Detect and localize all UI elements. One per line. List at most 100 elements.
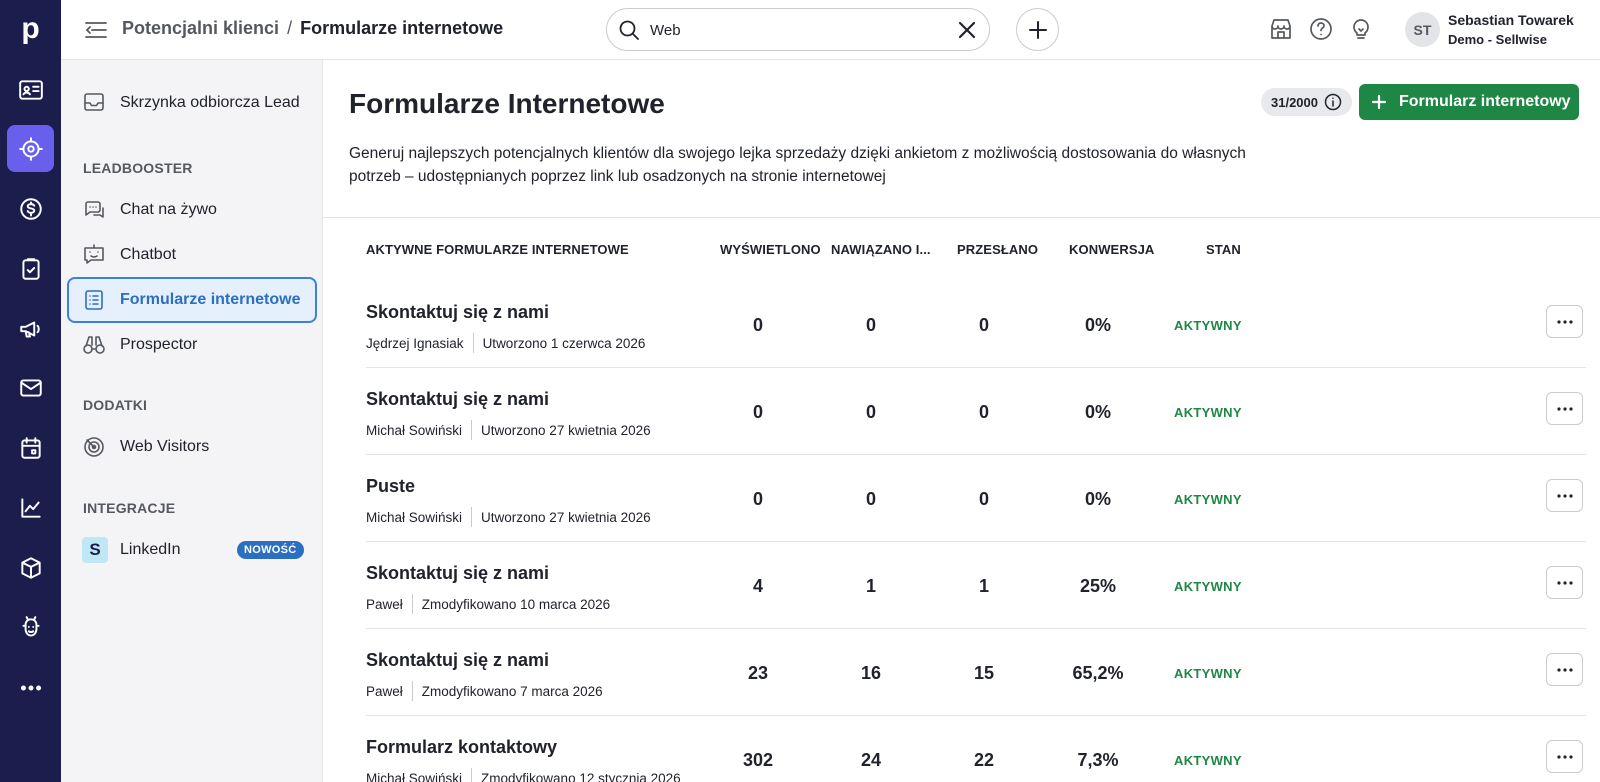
more-dots-icon bbox=[1556, 493, 1573, 498]
row-actions-button[interactable] bbox=[1546, 740, 1583, 773]
collapse-menu-icon[interactable] bbox=[83, 18, 109, 42]
sidebar-item-live-chat[interactable]: Chat na żywo bbox=[67, 187, 317, 233]
conversion-value: 7,3% bbox=[1077, 750, 1119, 770]
clear-search-icon[interactable] bbox=[955, 18, 979, 42]
form-date: Utworzono 27 kwietnia 2026 bbox=[481, 422, 651, 438]
status-badge: AKTYWNY bbox=[1174, 666, 1242, 681]
rail-activities-clipboard-icon[interactable] bbox=[7, 245, 54, 292]
form-meta: Jędrzej Ignasiak Utworzono 1 czerwca 202… bbox=[366, 333, 645, 353]
top-bar: Potencjalni klienci / Formularze interne… bbox=[61, 0, 1600, 60]
user-avatar[interactable]: ST bbox=[1405, 12, 1440, 47]
sidebar-item-leads-inbox[interactable]: Skrzynka odbiorcza Lead bbox=[67, 74, 317, 130]
table-row[interactable]: Skontaktuj się z nami Michał Sowiński Ut… bbox=[366, 368, 1586, 455]
form-title[interactable]: Skontaktuj się z nami bbox=[366, 650, 550, 670]
linkedin-integration-icon: S bbox=[82, 537, 108, 563]
sidebar-item-web-forms[interactable]: Formularze internetowe bbox=[67, 277, 317, 323]
table-row[interactable]: Formularz kontaktowy Michał Sowiński Zmo… bbox=[366, 716, 1586, 782]
rail-leads-target-icon[interactable] bbox=[7, 125, 54, 172]
binoculars-icon bbox=[82, 333, 106, 357]
column-header-status[interactable]: STAN bbox=[1206, 242, 1241, 257]
rail-more-icon[interactable] bbox=[7, 664, 54, 711]
form-date: Zmodyfikowano 10 marca 2026 bbox=[421, 596, 611, 612]
table-row[interactable]: Puste Michał Sowiński Utworzono 27 kwiet… bbox=[366, 455, 1586, 542]
form-title[interactable]: Formularz kontaktowy bbox=[366, 737, 558, 757]
add-web-form-button[interactable]: Formularz internetowy bbox=[1359, 84, 1579, 120]
conversion-value: 0% bbox=[1084, 489, 1111, 509]
form-title[interactable]: Puste bbox=[366, 476, 416, 496]
form-author: Michał Sowiński bbox=[366, 770, 463, 782]
sidebar-section-integrations: INTEGRACJE bbox=[83, 500, 176, 516]
row-actions-button[interactable] bbox=[1546, 305, 1583, 338]
engaged-value: 0 bbox=[865, 315, 876, 335]
form-date: Utworzono 27 kwietnia 2026 bbox=[481, 509, 651, 525]
new-badge: NOWOŚĆ bbox=[237, 541, 304, 559]
form-title[interactable]: Skontaktuj się z nami bbox=[366, 389, 550, 409]
table-row[interactable]: Skontaktuj się z nami Jędrzej Ignasiak U… bbox=[366, 281, 1586, 368]
column-header-submitted[interactable]: PRZESŁANO bbox=[957, 242, 1039, 257]
forms-quota-badge[interactable]: 31/2000 bbox=[1261, 88, 1352, 116]
form-list-icon bbox=[82, 288, 106, 312]
engaged-value: 0 bbox=[865, 489, 876, 509]
column-header-conversion[interactable]: KONWERSJA bbox=[1069, 242, 1155, 257]
sidebar-item-chatbot[interactable]: Chatbot bbox=[67, 232, 317, 278]
status-badge: AKTYWNY bbox=[1174, 579, 1242, 594]
row-actions-button[interactable] bbox=[1546, 479, 1583, 512]
page-description: Generuj najlepszych potencjalnych klient… bbox=[349, 145, 1246, 185]
rail-assistant-icon[interactable] bbox=[7, 604, 54, 651]
search-input[interactable] bbox=[650, 17, 940, 43]
form-title[interactable]: Skontaktuj się z nami bbox=[366, 302, 550, 322]
row-actions-button[interactable] bbox=[1546, 566, 1583, 599]
rail-calendar-icon[interactable] bbox=[7, 424, 54, 471]
help-question-icon[interactable] bbox=[1308, 16, 1334, 42]
leads-sidebar: Skrzynka odbiorcza Lead LEADBOOSTER Chat… bbox=[61, 60, 323, 782]
column-header-views[interactable]: WYŚWIETLONO bbox=[720, 242, 821, 257]
plus-icon bbox=[1028, 20, 1047, 39]
quick-add-button[interactable] bbox=[1016, 8, 1059, 51]
tips-lightbulb-icon[interactable] bbox=[1348, 16, 1374, 42]
engaged-value: 16 bbox=[860, 663, 882, 683]
column-header-engaged[interactable]: NAWIĄZANO I... bbox=[831, 242, 931, 257]
views-value: 302 bbox=[742, 750, 774, 770]
form-meta: Michał Sowiński Zmodyfikowano 12 styczni… bbox=[366, 768, 681, 782]
sidebar-item-linkedin[interactable]: S LinkedIn NOWOŚĆ bbox=[67, 527, 317, 573]
sidebar-item-web-visitors[interactable]: Web Visitors bbox=[67, 424, 317, 470]
form-meta: Paweł Zmodyfikowano 10 marca 2026 bbox=[366, 594, 610, 614]
breadcrumb-separator: / bbox=[287, 18, 293, 38]
form-author: Jędrzej Ignasiak bbox=[366, 335, 464, 351]
status-badge: AKTYWNY bbox=[1174, 492, 1242, 507]
form-author: Michał Sowiński bbox=[366, 509, 463, 525]
table-row[interactable]: Skontaktuj się z nami Paweł Zmodyfikowan… bbox=[366, 542, 1586, 629]
rail-products-box-icon[interactable] bbox=[7, 544, 54, 591]
sidebar-item-prospector[interactable]: Prospector bbox=[67, 322, 317, 368]
user-name: Sebastian Towarek bbox=[1448, 12, 1574, 28]
more-dots-icon bbox=[1556, 406, 1573, 411]
rail-insights-chart-icon[interactable] bbox=[7, 484, 54, 531]
table-row[interactable]: Skontaktuj się z nami Paweł Zmodyfikowan… bbox=[366, 629, 1586, 716]
search-icon bbox=[617, 18, 641, 42]
user-info[interactable]: Sebastian Towarek Demo - Sellwise bbox=[1448, 11, 1574, 49]
pipedrive-logo[interactable]: p bbox=[21, 12, 40, 45]
conversion-value: 0% bbox=[1084, 315, 1111, 335]
column-header-name[interactable]: AKTYWNE FORMULARZE INTERNETOWE bbox=[366, 242, 629, 257]
app-rail: p bbox=[0, 0, 61, 782]
breadcrumb-parent[interactable]: Potencjalni klienci bbox=[122, 18, 280, 38]
status-badge: AKTYWNY bbox=[1174, 405, 1242, 420]
row-actions-button[interactable] bbox=[1546, 392, 1583, 425]
page-title: Formularze Internetowe bbox=[349, 88, 665, 119]
sidebar-item-label: Chat na żywo bbox=[120, 201, 217, 218]
submitted-value: 0 bbox=[978, 402, 989, 422]
row-actions-button[interactable] bbox=[1546, 653, 1583, 686]
form-title[interactable]: Skontaktuj się z nami bbox=[366, 563, 550, 583]
rail-contacts-icon[interactable] bbox=[7, 66, 54, 113]
rail-campaigns-megaphone-icon[interactable] bbox=[7, 305, 54, 352]
submitted-value: 1 bbox=[978, 576, 989, 596]
engaged-value: 24 bbox=[860, 750, 882, 770]
views-value: 0 bbox=[752, 402, 763, 422]
more-dots-icon bbox=[1556, 667, 1573, 672]
info-icon bbox=[1324, 93, 1342, 111]
marketplace-store-icon[interactable] bbox=[1268, 16, 1294, 42]
rail-deals-dollar-icon[interactable] bbox=[7, 185, 54, 232]
meta-separator bbox=[411, 594, 413, 614]
status-badge: AKTYWNY bbox=[1174, 318, 1242, 333]
rail-mail-icon[interactable] bbox=[7, 364, 54, 411]
